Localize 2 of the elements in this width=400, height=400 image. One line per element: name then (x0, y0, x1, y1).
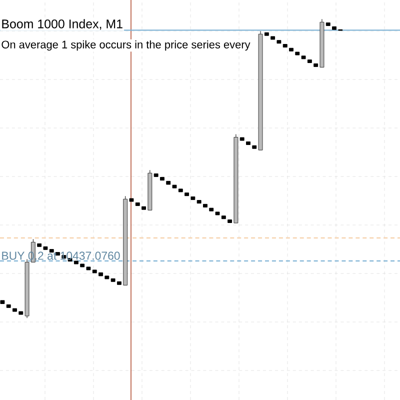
text: On average 1 spike occurs in the price series every (2, 40, 250, 51)
chart-title: Boom 1000 Index, M1 (2, 19, 122, 30)
